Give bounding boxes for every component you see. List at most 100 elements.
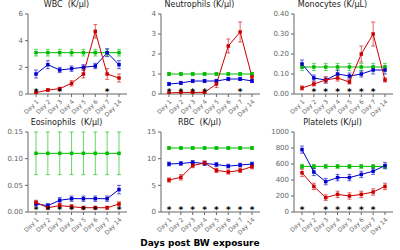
svg-text:400: 400 <box>276 176 289 184</box>
svg-text:1: 1 <box>152 70 156 78</box>
svg-text:Day 7: Day 7 <box>93 97 111 116</box>
svg-text:Day 5: Day 5 <box>69 215 88 234</box>
svg-text:Day 5: Day 5 <box>69 97 88 116</box>
svg-text:0.00: 0.00 <box>273 90 289 98</box>
svg-text:*: * <box>300 205 305 215</box>
svg-text:*: * <box>45 205 50 215</box>
svg-text:Day 6: Day 6 <box>214 97 232 116</box>
svg-text:Day 2: Day 2 <box>300 97 318 116</box>
svg-text:0.15: 0.15 <box>8 128 23 136</box>
svg-text:Day 2: Day 2 <box>34 97 52 116</box>
svg-text:*: * <box>335 87 340 97</box>
svg-text:*: * <box>105 87 110 97</box>
svg-text:0.20: 0.20 <box>273 50 289 58</box>
svg-text:*: * <box>202 87 207 97</box>
svg-text:*: * <box>371 87 376 97</box>
svg-text:*: * <box>202 205 207 215</box>
svg-text:*: * <box>347 87 352 97</box>
svg-text:Day 14: Day 14 <box>103 98 124 118</box>
svg-text:Day 6: Day 6 <box>81 215 99 234</box>
svg-text:*: * <box>347 205 352 215</box>
svg-text:*: * <box>323 87 328 97</box>
svg-text:*: * <box>335 205 340 215</box>
svg-text:5: 5 <box>152 182 156 190</box>
svg-text:Day 14: Day 14 <box>369 216 390 236</box>
svg-text:Day 4: Day 4 <box>57 215 76 234</box>
svg-text:0: 0 <box>152 90 156 98</box>
svg-text:*: * <box>178 205 183 215</box>
svg-text:*: * <box>167 205 172 215</box>
svg-text:0: 0 <box>19 90 23 98</box>
svg-text:*: * <box>57 205 62 215</box>
svg-text:4: 4 <box>152 10 157 18</box>
svg-text:*: * <box>250 205 255 215</box>
svg-text:Day 2: Day 2 <box>34 215 52 234</box>
svg-text:0.40: 0.40 <box>273 10 289 18</box>
svg-text:Day 4: Day 4 <box>190 97 209 116</box>
svg-text:*: * <box>323 205 328 215</box>
svg-text:Day 5: Day 5 <box>202 97 221 116</box>
svg-text:Day 4: Day 4 <box>323 215 342 234</box>
svg-text:*: * <box>311 87 316 97</box>
svg-text:200: 200 <box>276 192 289 200</box>
svg-text:Day 1: Day 1 <box>288 97 306 116</box>
svg-text:Day 7: Day 7 <box>359 97 377 116</box>
svg-text:*: * <box>178 87 183 97</box>
svg-text:Day 6: Day 6 <box>81 97 99 116</box>
svg-text:Day 14: Day 14 <box>103 216 124 236</box>
svg-text:*: * <box>57 87 62 97</box>
svg-text:4: 4 <box>19 37 24 45</box>
svg-text:Day 7: Day 7 <box>226 97 244 116</box>
svg-text:Day 3: Day 3 <box>46 97 64 116</box>
svg-text:3: 3 <box>152 30 156 38</box>
svg-text:6: 6 <box>19 10 24 18</box>
svg-text:*: * <box>214 205 219 215</box>
svg-text:1000: 1000 <box>271 128 289 136</box>
svg-text:*: * <box>167 87 172 97</box>
svg-text:Day 6: Day 6 <box>347 97 365 116</box>
svg-text:Day 1: Day 1 <box>155 97 173 116</box>
svg-text:Day 1: Day 1 <box>22 215 40 234</box>
svg-text:0: 0 <box>285 208 289 216</box>
svg-text:*: * <box>359 205 364 215</box>
svg-text:*: * <box>34 205 39 215</box>
svg-text:Day 3: Day 3 <box>312 97 330 116</box>
svg-text:0.00: 0.00 <box>8 208 23 216</box>
svg-text:Day 14: Day 14 <box>369 98 390 118</box>
svg-text:*: * <box>226 205 231 215</box>
svg-text:Day 3: Day 3 <box>46 215 64 234</box>
svg-text:*: * <box>190 87 195 97</box>
svg-text:*: * <box>117 205 122 215</box>
svg-text:Day 5: Day 5 <box>202 215 221 234</box>
svg-text:Day 4: Day 4 <box>190 215 209 234</box>
svg-text:*: * <box>81 205 86 215</box>
svg-text:0: 0 <box>152 208 156 216</box>
svg-text:10: 10 <box>147 155 156 163</box>
svg-text:Day 1: Day 1 <box>22 97 40 116</box>
svg-text:2: 2 <box>152 50 156 58</box>
svg-text:600: 600 <box>276 160 289 168</box>
svg-text:Day 14: Day 14 <box>236 216 257 236</box>
svg-text:800: 800 <box>276 144 289 152</box>
svg-text:Day 4: Day 4 <box>57 97 76 116</box>
svg-text:2: 2 <box>19 64 23 72</box>
svg-text:*: * <box>371 205 376 215</box>
svg-text:*: * <box>238 87 243 97</box>
svg-text:*: * <box>238 205 243 215</box>
svg-text:15: 15 <box>147 128 156 136</box>
svg-text:Day 2: Day 2 <box>167 97 185 116</box>
svg-text:Day 5: Day 5 <box>335 97 354 116</box>
svg-text:0.10: 0.10 <box>8 155 23 163</box>
svg-text:0.30: 0.30 <box>273 30 289 38</box>
svg-text:*: * <box>93 205 98 215</box>
svg-text:0.10: 0.10 <box>273 70 289 78</box>
svg-text:0.05: 0.05 <box>8 182 23 190</box>
svg-text:Day 14: Day 14 <box>236 98 257 118</box>
svg-text:*: * <box>359 87 364 97</box>
svg-text:Day 3: Day 3 <box>179 97 197 116</box>
svg-text:Day 5: Day 5 <box>335 215 354 234</box>
svg-text:*: * <box>190 205 195 215</box>
svg-text:*: * <box>69 205 74 215</box>
svg-text:*: * <box>34 87 39 97</box>
svg-text:Day 4: Day 4 <box>323 97 342 116</box>
